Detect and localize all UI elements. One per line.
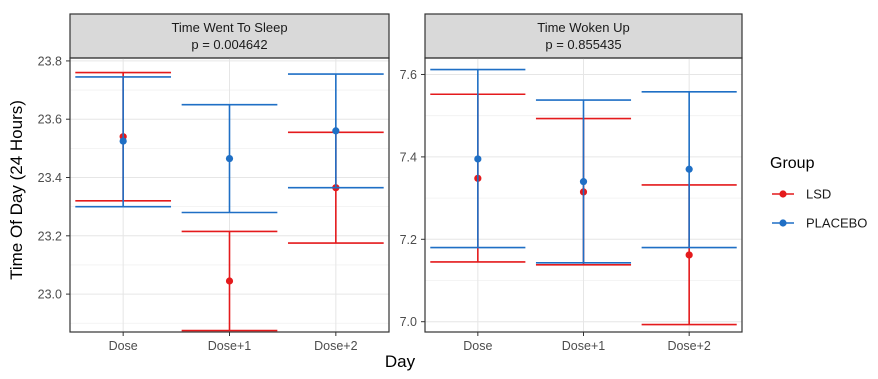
y-tick-label: 23.8 [38, 54, 62, 68]
point-placebo [474, 155, 482, 163]
y-tick-label: 7.4 [400, 150, 417, 164]
panel-border [424, 57, 743, 333]
point-placebo [685, 165, 693, 173]
legend-title: Group [770, 155, 815, 172]
facet-pvalue: p = 0.855435 [545, 37, 621, 52]
x-tick-label: Dose [109, 339, 138, 353]
legend-placebo-swatch-dot [779, 219, 787, 227]
legend-item-placebo: PLACEBO [772, 216, 867, 231]
y-axis-label: Time Of Day (24 Hours) [7, 100, 26, 280]
panel-border [69, 57, 390, 333]
legend-lsd-swatch-dot [779, 190, 787, 198]
y-tick-label: 23.2 [38, 229, 62, 243]
x-axis-label: Day [385, 352, 416, 371]
legend-item-lsd: LSD [772, 187, 831, 202]
panel-woken: Time Woken Up p = 0.855435 7.0 7.2 7.4 7.6 Dos… [400, 13, 743, 353]
facet-strip [424, 13, 743, 59]
legend-lsd-label: LSD [806, 187, 831, 202]
y-tick-label: 7.0 [400, 315, 417, 329]
facet-pvalue: p = 0.004642 [191, 37, 267, 52]
y-tick-label: 7.6 [400, 68, 417, 82]
x-tick-label: Dose+1 [208, 339, 251, 353]
point-placebo [332, 127, 340, 135]
y-tick-label: 7.2 [400, 233, 417, 247]
x-tick-label: Dose+1 [562, 339, 605, 353]
y-tick-label: 23.6 [38, 113, 62, 127]
x-tick-label: Dose+2 [314, 339, 357, 353]
facet-title: Time Went To Sleep [171, 20, 287, 35]
x-tick-label: Dose+2 [667, 339, 710, 353]
y-tick-label: 23.0 [38, 288, 62, 302]
legend-placebo-label: PLACEBO [806, 216, 867, 231]
facet-title: Time Woken Up [537, 20, 629, 35]
point-lsd [225, 277, 234, 285]
y-tick-label: 23.4 [38, 171, 62, 185]
point-placebo [119, 137, 127, 145]
point-placebo [579, 178, 588, 186]
legend: Group LSD PLACEBO [770, 155, 867, 231]
point-placebo [225, 154, 234, 163]
point-lsd [685, 251, 693, 259]
panel-sleep: Time Went To Sleep p = 0.004642 23.0 23.2 23… [38, 13, 390, 353]
x-tick-label: Dose [463, 339, 492, 353]
facet-strip [69, 13, 390, 59]
